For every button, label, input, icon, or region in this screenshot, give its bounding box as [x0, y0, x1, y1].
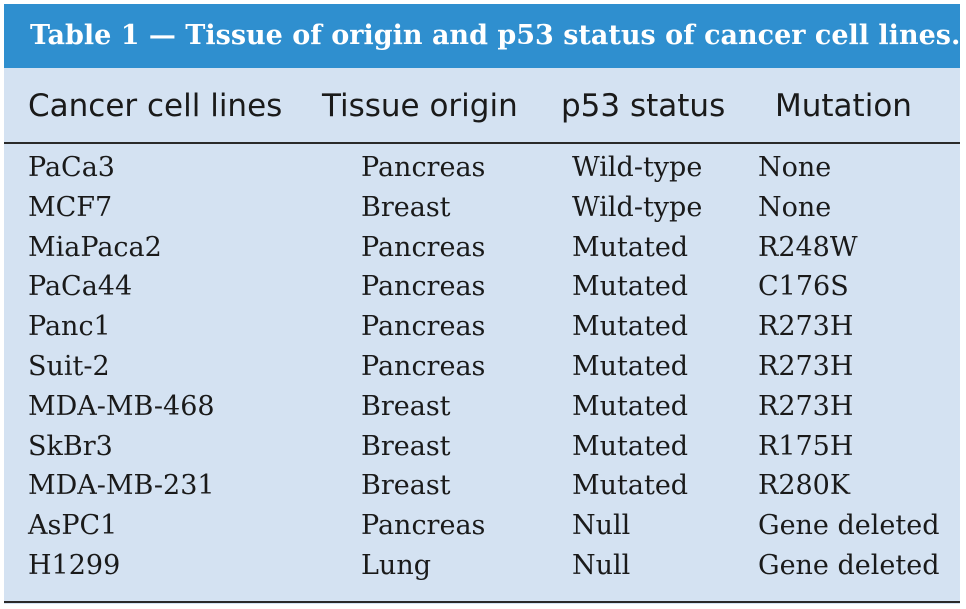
table-bottom-rule	[4, 601, 960, 603]
cell-tissue-origin: Pancreas	[361, 231, 486, 263]
cell-mutation: Gene deleted	[758, 549, 940, 581]
cell-p53-status: Mutated	[572, 350, 689, 382]
header-row: Cancer cell lines Tissue origin p53 stat…	[4, 68, 960, 142]
header-tissue-origin: Tissue origin	[322, 88, 518, 124]
cell-p53-status: Wild-type	[572, 191, 703, 223]
cell-cell-line: SkBr3	[28, 430, 113, 462]
data-table: Table 1 — Tissue of origin and p53 statu…	[4, 4, 960, 604]
table-row: Suit-2 Pancreas Mutated R273H	[4, 351, 960, 391]
cell-mutation: R273H	[758, 390, 854, 422]
cell-tissue-origin: Pancreas	[361, 350, 486, 382]
table-body: PaCa3 Pancreas Wild-type None MCF7 Breas…	[4, 152, 960, 590]
table-row: H1299 Lung Null Gene deleted	[4, 550, 960, 590]
table-row: MCF7 Breast Wild-type None	[4, 192, 960, 232]
cell-cell-line: Panc1	[28, 311, 111, 343]
cell-cell-line: H1299	[28, 549, 121, 581]
cell-tissue-origin: Pancreas	[361, 271, 486, 303]
cell-tissue-origin: Breast	[361, 390, 451, 422]
table-row: PaCa44 Pancreas Mutated C176S	[4, 271, 960, 311]
cell-cell-line: MiaPaca2	[28, 231, 162, 263]
cell-p53-status: Mutated	[572, 271, 689, 303]
cell-p53-status: Mutated	[572, 470, 689, 502]
cell-mutation: R273H	[758, 311, 854, 343]
header-divider	[4, 142, 960, 144]
table-row: AsPC1 Pancreas Null Gene deleted	[4, 510, 960, 550]
cell-cell-line: MDA-MB-468	[28, 390, 215, 422]
header-p53-status: p53 status	[561, 88, 726, 124]
cell-tissue-origin: Breast	[361, 430, 451, 462]
cell-p53-status: Mutated	[572, 390, 689, 422]
table-row: MiaPaca2 Pancreas Mutated R248W	[4, 232, 960, 272]
cell-mutation: Gene deleted	[758, 510, 940, 542]
cell-p53-status: Mutated	[572, 430, 689, 462]
table-row: SkBr3 Breast Mutated R175H	[4, 431, 960, 471]
cell-tissue-origin: Lung	[361, 549, 431, 581]
cell-tissue-origin: Breast	[361, 191, 451, 223]
cell-tissue-origin: Pancreas	[361, 152, 486, 183]
cell-mutation: None	[758, 152, 832, 183]
cell-tissue-origin: Breast	[361, 470, 451, 502]
cell-tissue-origin: Pancreas	[361, 510, 486, 542]
cell-mutation: R175H	[758, 430, 854, 462]
cell-cell-line: AsPC1	[28, 510, 118, 542]
cell-mutation: C176S	[758, 271, 849, 303]
table-caption: Table 1 — Tissue of origin and p53 statu…	[4, 4, 960, 68]
header-mutation: Mutation	[775, 88, 912, 124]
header-cancer-cell-lines: Cancer cell lines	[28, 88, 283, 124]
cell-mutation: None	[758, 191, 832, 223]
cell-cell-line: MDA-MB-231	[28, 470, 215, 502]
cell-p53-status: Null	[572, 549, 631, 581]
cell-p53-status: Mutated	[572, 231, 689, 263]
cell-mutation: R248W	[758, 231, 858, 263]
cell-cell-line: Suit-2	[28, 350, 110, 382]
cell-tissue-origin: Pancreas	[361, 311, 486, 343]
cell-cell-line: PaCa44	[28, 271, 133, 303]
cell-p53-status: Null	[572, 510, 631, 542]
table-row: MDA-MB-231 Breast Mutated R280K	[4, 470, 960, 510]
cell-mutation: R273H	[758, 350, 854, 382]
cell-p53-status: Mutated	[572, 311, 689, 343]
cell-cell-line: PaCa3	[28, 152, 115, 183]
table-row: MDA-MB-468 Breast Mutated R273H	[4, 391, 960, 431]
cell-mutation: R280K	[758, 470, 851, 502]
table-row: Panc1 Pancreas Mutated R273H	[4, 311, 960, 351]
table-row: PaCa3 Pancreas Wild-type None	[4, 152, 960, 192]
cell-cell-line: MCF7	[28, 191, 113, 223]
cell-p53-status: Wild-type	[572, 152, 703, 183]
